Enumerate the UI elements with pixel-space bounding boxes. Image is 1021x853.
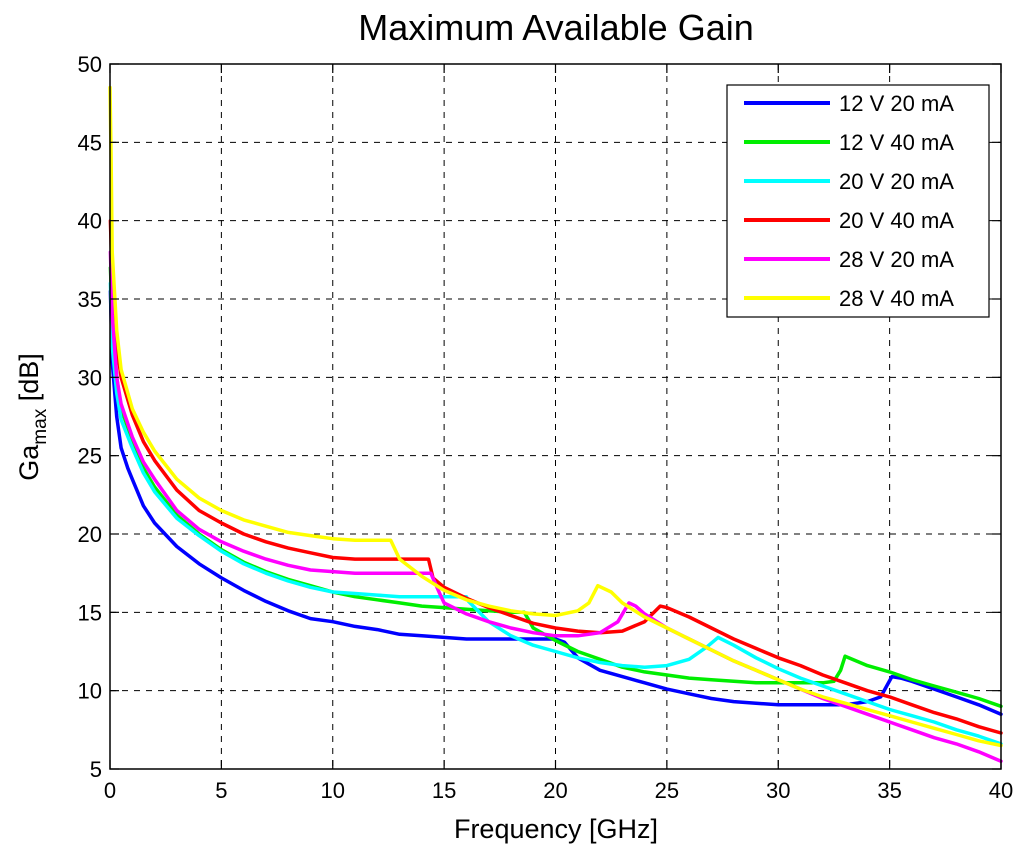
x-tick-label: 20 xyxy=(543,778,567,803)
x-tick-label: 40 xyxy=(989,778,1013,803)
x-tick-label: 0 xyxy=(104,778,116,803)
legend: 12 V 20 mA 12 V 40 mA 20 V 20 mA 20 V 40 mA… xyxy=(726,84,990,318)
grid xyxy=(110,64,1001,769)
y-tick-label: 5 xyxy=(90,757,102,782)
x-tick-label: 35 xyxy=(877,778,901,803)
series-line-6 xyxy=(108,85,1003,748)
y-tick-label: 30 xyxy=(78,365,102,390)
y-tick-label: 50 xyxy=(78,52,102,77)
series-line-1 xyxy=(108,289,1003,716)
y-tick-label: 35 xyxy=(78,287,102,312)
x-tick-label: 5 xyxy=(215,778,227,803)
y-tick-label: 25 xyxy=(78,444,102,469)
x-tick-label: 15 xyxy=(432,778,456,803)
legend-label-4: 20 V 40 mA xyxy=(839,208,954,233)
y-tick-label: 10 xyxy=(78,679,102,704)
axis-ticks xyxy=(109,63,1002,770)
y-axis-label: Gamax [dB] xyxy=(14,353,51,480)
legend-label-2: 12 V 40 mA xyxy=(839,130,954,155)
chart-title: Maximum Available Gain xyxy=(358,7,754,48)
legend-box xyxy=(726,84,990,318)
legend-label-3: 20 V 20 mA xyxy=(839,169,954,194)
y-tick-label: 15 xyxy=(78,600,102,625)
series-line-4 xyxy=(108,218,1003,735)
legend-label-6: 28 V 40 mA xyxy=(839,286,954,311)
legend-label-5: 28 V 20 mA xyxy=(839,247,954,272)
x-tick-label: 25 xyxy=(655,778,679,803)
series-line-3 xyxy=(108,281,1003,746)
y-tick-label: 40 xyxy=(78,209,102,234)
x-tick-labels: 0 5 10 15 20 25 30 35 40 xyxy=(104,778,1013,803)
y-tick-labels: 5 10 15 20 25 30 35 40 45 50 xyxy=(78,52,102,782)
y-tick-label: 20 xyxy=(78,522,102,547)
x-tick-label: 30 xyxy=(766,778,790,803)
series-group xyxy=(108,85,1003,763)
x-tick-label: 10 xyxy=(321,778,345,803)
y-tick-label: 45 xyxy=(78,130,102,155)
x-axis-label: Frequency [GHz] xyxy=(454,814,658,844)
y-axis-label-sub: max xyxy=(30,408,51,444)
y-axis-label-main: Ga xyxy=(14,444,44,481)
legend-label-1: 12 V 20 mA xyxy=(839,91,954,116)
y-axis-label-unit: [dB] xyxy=(14,353,44,409)
